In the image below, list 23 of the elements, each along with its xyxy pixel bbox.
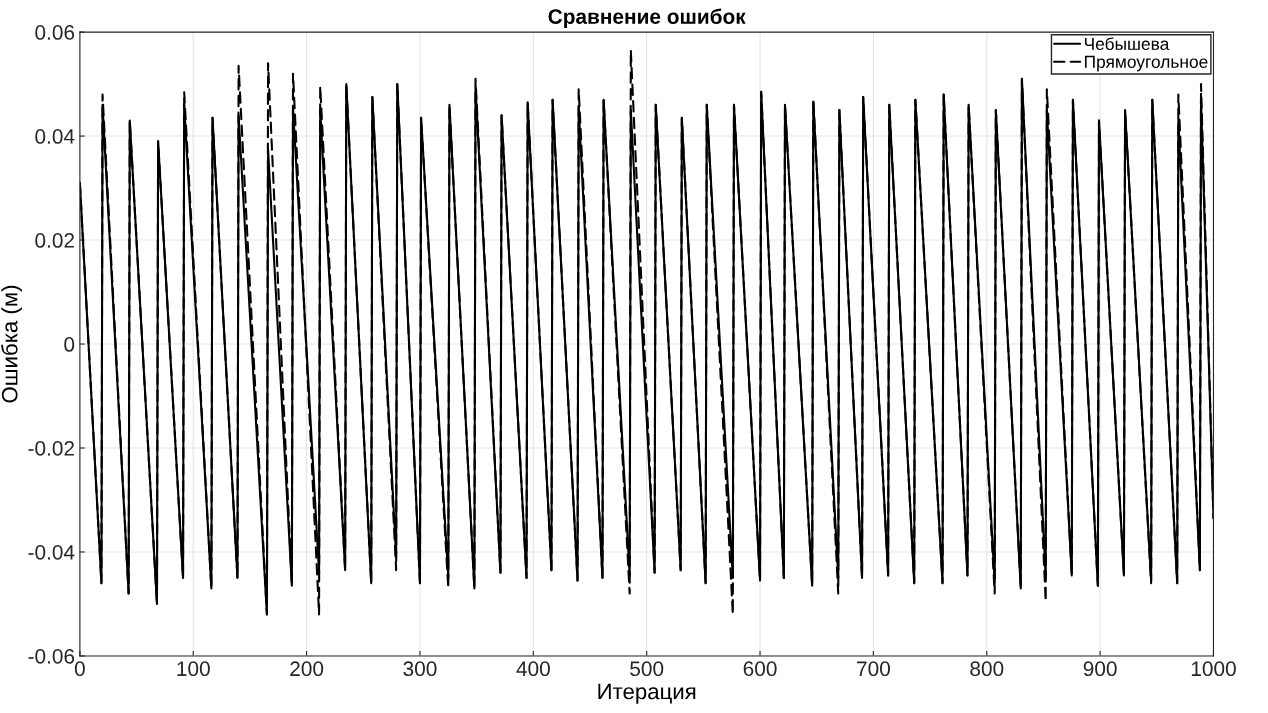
y-tick-label: -0.06 — [28, 648, 75, 664]
legend-label: Чебышева — [1084, 37, 1170, 51]
x-tick-label: 800 — [970, 661, 1004, 677]
y-tick-label: -0.04 — [28, 544, 75, 560]
y-axis-title: Ошибка (м) — [1, 285, 22, 403]
x-tick-label: 700 — [857, 661, 890, 677]
x-tick-label: 300 — [403, 661, 437, 677]
chart-title: Сравнение ошибок — [548, 8, 746, 29]
x-tick-label: 600 — [743, 661, 777, 677]
x-tick-label: 1000 — [1191, 661, 1236, 677]
x-tick-label: 0 — [74, 661, 85, 677]
y-tick-label: 0.02 — [35, 233, 74, 248]
x-tick-label: 100 — [177, 661, 210, 677]
x-tick-label: 500 — [630, 661, 664, 677]
y-tick-label: -0.02 — [28, 441, 74, 456]
y-tick-label: 0 — [64, 337, 75, 352]
x-axis-title: Итерация — [598, 683, 696, 704]
x-tick-label: 900 — [1083, 661, 1117, 677]
x-tick-label: 200 — [290, 661, 324, 677]
y-tick-label: 0.04 — [35, 129, 75, 144]
y-tick-label: 0.06 — [35, 25, 75, 40]
legend-label: Прямоугольное — [1084, 55, 1208, 72]
x-tick-label: 400 — [516, 661, 550, 677]
